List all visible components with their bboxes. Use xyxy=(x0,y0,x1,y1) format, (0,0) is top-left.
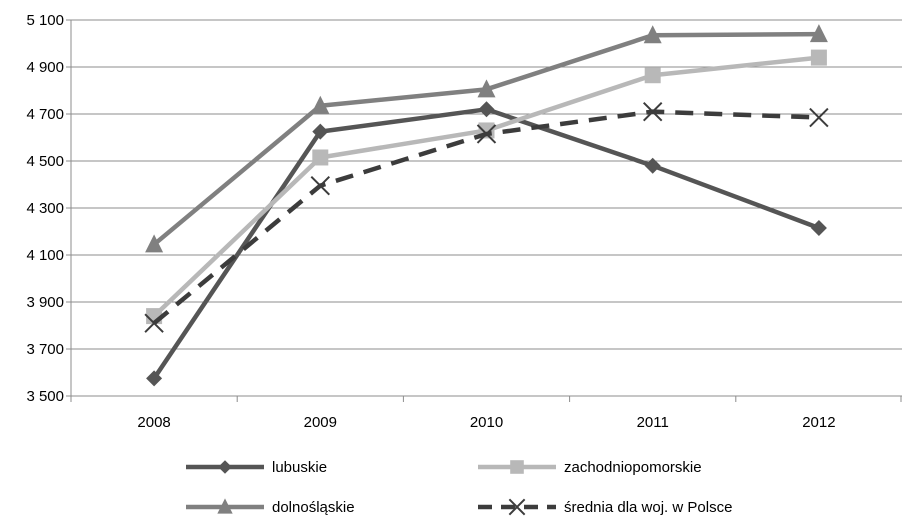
data-point-diamond xyxy=(810,219,827,236)
data-point-x xyxy=(809,107,829,128)
series-line xyxy=(152,109,819,325)
legend-item: dolnośląskie xyxy=(186,498,355,516)
y-tick-label: 3 500 xyxy=(26,388,64,405)
series-line xyxy=(152,31,819,247)
legend-marker-x xyxy=(508,498,526,516)
x-tick-label: 2009 xyxy=(304,414,337,431)
legend-marker-square xyxy=(510,460,524,474)
legend-item: zachodniopomorskie xyxy=(478,459,702,476)
data-point-triangle xyxy=(145,234,164,253)
legend-label: lubuskie xyxy=(272,459,327,476)
legend-item: lubuskie xyxy=(186,459,327,476)
legend-label: zachodniopomorskie xyxy=(564,459,702,476)
data-point-x xyxy=(642,101,663,122)
x-tick-label: 2010 xyxy=(470,414,503,431)
x-tick-label: 2011 xyxy=(637,414,669,431)
y-tick-label: 3 700 xyxy=(26,341,64,358)
data-point-x xyxy=(144,313,164,333)
data-point-square xyxy=(312,149,329,166)
y-tick-label: 4 700 xyxy=(26,106,64,123)
legend-label: dolnośląskie xyxy=(272,499,355,516)
legend-item: średnia dla woj. w Polsce xyxy=(478,498,732,516)
y-tick-label: 3 900 xyxy=(26,294,64,311)
y-axis-tick-labels: 3 500 3 700 3 900 4 100 4 300 4 500 4 700 4 900… xyxy=(26,12,64,405)
data-point-square xyxy=(644,67,661,84)
axes xyxy=(66,19,902,402)
legend: lubuskie zachodniopomorskie dolnośląskie śr… xyxy=(186,459,732,516)
data-point-diamond xyxy=(146,370,163,387)
x-axis-tick-labels: 2008 2009 2010 2011 2012 xyxy=(137,414,835,431)
data-point-triangle xyxy=(809,24,828,43)
y-tick-label: 5 100 xyxy=(26,12,64,29)
y-tick-label: 4 300 xyxy=(26,200,64,217)
data-point-x xyxy=(476,124,497,144)
series-2 xyxy=(145,24,828,253)
data-point-triangle xyxy=(477,79,496,98)
data-point-diamond xyxy=(644,157,661,174)
y-tick-label: 4 500 xyxy=(26,153,64,170)
series-3 xyxy=(144,101,829,333)
grid-lines xyxy=(71,19,902,350)
series-line xyxy=(152,107,820,380)
legend-marker-triangle xyxy=(217,498,233,514)
x-tick-label: 2008 xyxy=(137,414,170,431)
legend-marker-diamond xyxy=(218,460,232,474)
data-point-triangle xyxy=(311,95,330,114)
data-point-x xyxy=(310,175,331,196)
x-tick-label: 2012 xyxy=(802,414,835,431)
legend-label: średnia dla woj. w Polsce xyxy=(564,499,732,516)
data-point-diamond xyxy=(312,123,329,140)
series-0 xyxy=(146,101,827,387)
data-point-square xyxy=(810,49,827,66)
series-lines xyxy=(144,24,829,387)
data-point-diamond xyxy=(478,101,495,118)
data-point-triangle xyxy=(643,25,662,44)
y-tick-label: 4 100 xyxy=(26,247,64,264)
y-tick-label: 4 900 xyxy=(26,59,64,76)
